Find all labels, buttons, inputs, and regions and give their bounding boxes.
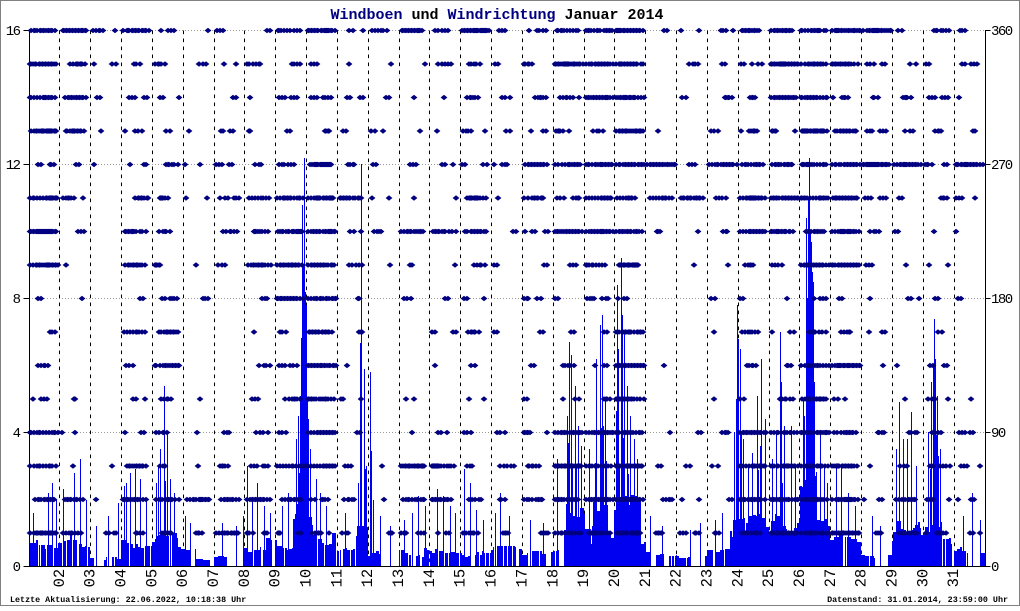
svg-text:270: 270	[991, 158, 1013, 174]
svg-text:05: 05	[143, 569, 161, 588]
svg-text:28: 28	[853, 569, 871, 588]
svg-text:31: 31	[945, 569, 963, 588]
svg-text:23: 23	[699, 569, 717, 588]
svg-text:16: 16	[6, 24, 21, 40]
svg-text:360: 360	[991, 24, 1013, 40]
svg-text:12: 12	[6, 158, 21, 174]
svg-text:14: 14	[421, 569, 439, 588]
svg-text:06: 06	[174, 569, 192, 588]
svg-text:Windboen und Windrichtung Janu: Windboen und Windrichtung Januar 2014	[330, 7, 663, 24]
svg-text:17: 17	[513, 569, 531, 588]
svg-text:13: 13	[390, 569, 408, 588]
svg-text:07: 07	[205, 569, 223, 588]
svg-text:90: 90	[991, 426, 1006, 442]
svg-text:30: 30	[914, 569, 932, 588]
svg-text:4: 4	[13, 426, 21, 442]
svg-text:180: 180	[991, 292, 1013, 308]
svg-text:18: 18	[544, 569, 562, 588]
svg-text:09: 09	[267, 569, 285, 588]
svg-text:08: 08	[236, 569, 254, 588]
svg-text:Letzte Aktualisierung: 22.06.2: Letzte Aktualisierung: 22.06.2022, 10:18…	[10, 595, 246, 605]
svg-text:0: 0	[991, 560, 999, 576]
svg-text:0: 0	[13, 560, 21, 576]
svg-text:24: 24	[729, 569, 747, 588]
svg-text:26: 26	[791, 569, 809, 588]
svg-text:11: 11	[328, 569, 346, 588]
svg-text:15: 15	[452, 569, 470, 588]
svg-text:19: 19	[575, 569, 593, 588]
svg-text:8: 8	[13, 292, 21, 308]
svg-text:02: 02	[51, 569, 69, 588]
svg-text:10: 10	[298, 569, 316, 588]
svg-text:16: 16	[483, 569, 501, 588]
svg-text:Datenstand: 31.01.2014, 23:59:: Datenstand: 31.01.2014, 23:59:00 Uhr	[827, 595, 1008, 605]
svg-text:22: 22	[668, 569, 686, 588]
svg-text:29: 29	[884, 569, 902, 588]
svg-text:04: 04	[113, 569, 131, 588]
svg-text:27: 27	[822, 569, 840, 588]
svg-text:20: 20	[606, 569, 624, 588]
svg-text:25: 25	[760, 569, 778, 588]
svg-text:12: 12	[359, 569, 377, 588]
svg-text:03: 03	[82, 569, 100, 588]
svg-text:21: 21	[637, 569, 655, 588]
